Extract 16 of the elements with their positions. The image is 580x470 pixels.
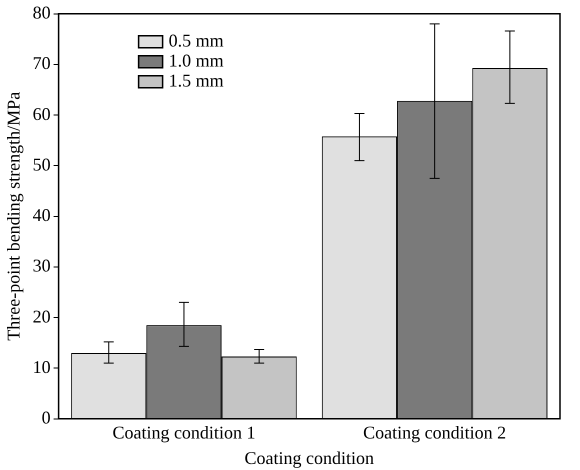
legend-label: 1.0 mm [168, 50, 224, 71]
y-tick-label: 20 [32, 306, 51, 326]
legend-label: 1.5 mm [168, 70, 224, 91]
y-tick-label: 40 [32, 205, 51, 226]
x-axis-title: Coating condition [244, 448, 374, 468]
legend-label: 0.5 mm [168, 30, 224, 51]
x-tick-label: Coating condition 2 [363, 422, 506, 442]
y-tick-label: 60 [32, 104, 51, 124]
y-tick-label: 70 [32, 53, 51, 74]
y-tick-label: 10 [32, 356, 51, 377]
y-tick-label: 50 [32, 154, 51, 174]
y-tick-label: 80 [32, 2, 51, 23]
y-axis-title: Three-point bending strength/MPa [4, 92, 24, 341]
y-tick-label: 30 [32, 256, 51, 276]
y-tick-label: 0 [42, 408, 51, 428]
x-tick-label: Coating condition 1 [112, 422, 256, 442]
